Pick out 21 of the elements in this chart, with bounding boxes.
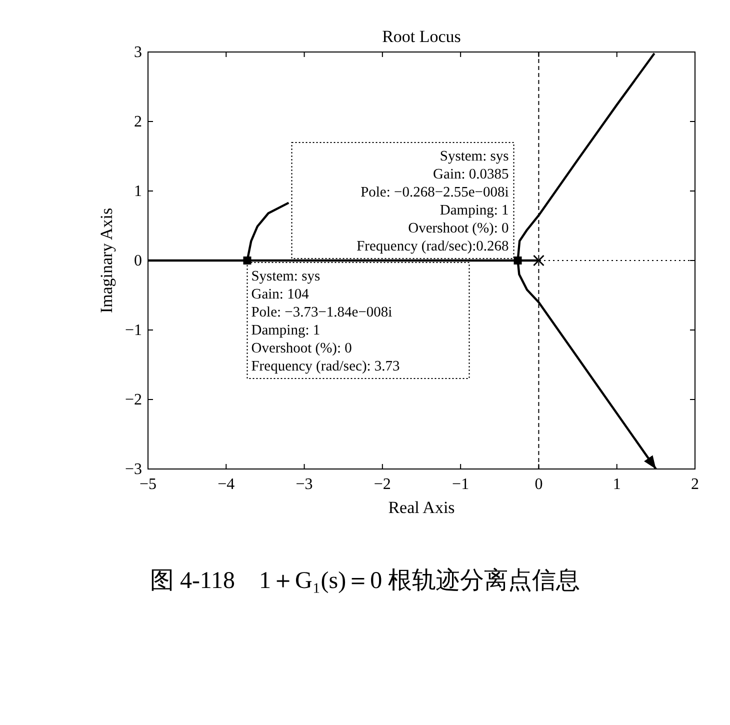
y-tick-label: −2 [124, 392, 142, 408]
x-tick-label: 2 [691, 476, 699, 493]
x-tick-label: −2 [374, 476, 391, 493]
caption: 图 4-118 1＋G₁(s)＝0 根轨迹分离点信息 [150, 567, 580, 594]
y-tick-label: 0 [134, 252, 142, 270]
x-tick-label: −5 [139, 476, 157, 493]
x-axis-title: Real Axis [388, 498, 455, 517]
chart-title: Root Locus [382, 27, 461, 46]
y-tick-label: 1 [134, 183, 142, 200]
y-tick-label: 2 [134, 114, 142, 130]
x-tick-label: 1 [612, 476, 621, 493]
annotation: System: sys Gain: 0.0385 Pole: −0.268−2.55e−008i Damping: 1 Overshoot (%): 0 Frequency (rad/sec):0.268 [356, 148, 510, 254]
y-axis-title: Imaginary Axis [97, 208, 116, 314]
x-tick-label: −1 [452, 476, 470, 493]
annotation: System: sys Gain: 104 Pole: −3.73−1.84e−008i Damping: 1 Overshoot (%): 0 Frequency (rad/sec): 3.73 [251, 268, 400, 374]
y-tick-label: −1 [124, 322, 142, 339]
x-tick-label: −4 [218, 476, 235, 493]
y-tick-label: −3 [124, 461, 142, 478]
x-tick-label: 0 [534, 476, 543, 493]
y-tick-label: 3 [134, 44, 142, 61]
x-tick-label: −3 [296, 476, 313, 493]
